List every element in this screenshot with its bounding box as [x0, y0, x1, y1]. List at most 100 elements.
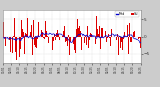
Bar: [122, 37, 123, 50]
Bar: [52, 37, 53, 50]
Bar: [68, 35, 69, 37]
Bar: [74, 37, 75, 50]
Bar: [136, 28, 137, 37]
Bar: [79, 26, 80, 37]
Bar: [41, 30, 42, 37]
Bar: [6, 37, 7, 38]
Bar: [76, 29, 77, 37]
Bar: [100, 37, 101, 49]
Bar: [23, 32, 24, 37]
Bar: [87, 26, 88, 37]
Bar: [138, 37, 139, 39]
Bar: [5, 37, 6, 46]
Bar: [121, 37, 122, 42]
Bar: [14, 18, 15, 37]
Bar: [78, 28, 79, 37]
Bar: [91, 34, 92, 37]
Bar: [20, 37, 21, 49]
Bar: [72, 37, 73, 41]
Bar: [24, 37, 25, 54]
Bar: [96, 16, 97, 37]
Bar: [134, 31, 135, 37]
Bar: [34, 37, 35, 45]
Bar: [135, 37, 136, 43]
Bar: [65, 37, 66, 42]
Bar: [27, 18, 28, 37]
Bar: [42, 32, 43, 37]
Bar: [108, 34, 109, 37]
Bar: [12, 37, 13, 53]
Bar: [70, 37, 71, 42]
Bar: [43, 37, 44, 38]
Bar: [46, 31, 47, 37]
Bar: [26, 34, 27, 37]
Bar: [3, 22, 4, 37]
Bar: [97, 29, 98, 37]
Bar: [98, 34, 99, 37]
Bar: [55, 37, 56, 40]
Bar: [140, 37, 141, 48]
Bar: [25, 33, 26, 37]
Bar: [117, 33, 118, 37]
Bar: [37, 37, 38, 39]
Bar: [59, 37, 60, 40]
Bar: [9, 37, 10, 40]
Bar: [107, 37, 108, 38]
Legend: Med, Val: Med, Val: [115, 11, 139, 17]
Bar: [102, 28, 103, 37]
Bar: [21, 20, 22, 37]
Bar: [32, 37, 33, 55]
Bar: [130, 37, 131, 42]
Bar: [54, 34, 55, 37]
Bar: [128, 37, 129, 54]
Bar: [101, 28, 102, 37]
Bar: [137, 37, 138, 58]
Bar: [47, 36, 48, 37]
Bar: [56, 33, 57, 37]
Bar: [33, 20, 34, 37]
Bar: [111, 29, 112, 37]
Bar: [44, 37, 45, 39]
Bar: [36, 37, 37, 48]
Bar: [139, 37, 140, 38]
Bar: [8, 37, 9, 40]
Bar: [75, 37, 76, 53]
Bar: [86, 37, 87, 45]
Bar: [123, 37, 124, 39]
Bar: [66, 37, 67, 41]
Bar: [15, 37, 16, 52]
Bar: [90, 33, 91, 37]
Bar: [38, 22, 39, 37]
Bar: [116, 37, 117, 40]
Bar: [106, 37, 107, 42]
Bar: [40, 37, 41, 38]
Bar: [64, 26, 65, 37]
Bar: [131, 37, 132, 42]
Bar: [71, 37, 72, 41]
Bar: [84, 37, 85, 44]
Bar: [89, 37, 90, 40]
Bar: [99, 26, 100, 37]
Bar: [88, 37, 89, 48]
Bar: [104, 30, 105, 37]
Bar: [85, 36, 86, 37]
Bar: [110, 37, 111, 46]
Bar: [69, 37, 70, 55]
Bar: [118, 37, 119, 55]
Bar: [67, 37, 68, 46]
Bar: [105, 31, 106, 37]
Bar: [4, 37, 5, 38]
Bar: [58, 34, 59, 37]
Bar: [39, 37, 40, 38]
Bar: [45, 21, 46, 37]
Bar: [53, 37, 54, 41]
Bar: [35, 37, 36, 47]
Bar: [77, 19, 78, 37]
Bar: [109, 37, 110, 38]
Bar: [31, 25, 32, 37]
Bar: [133, 32, 134, 37]
Bar: [120, 37, 121, 48]
Bar: [73, 37, 74, 44]
Bar: [57, 30, 58, 37]
Bar: [7, 28, 8, 37]
